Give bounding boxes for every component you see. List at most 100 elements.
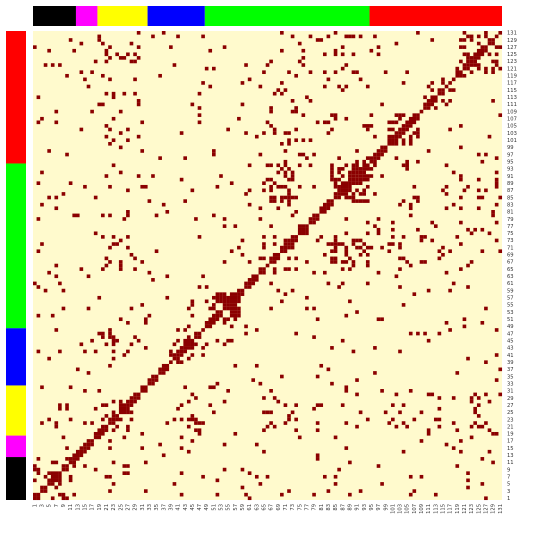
matrix-cell [201, 475, 205, 479]
matrix-cell [105, 428, 109, 432]
matrix-cell [391, 242, 395, 246]
matrix-cell [176, 360, 180, 364]
matrix-cell [191, 342, 195, 346]
x-tick-label: 11 [68, 504, 74, 511]
x-tick-label: 53 [219, 504, 225, 511]
matrix-cell [380, 146, 384, 150]
matrix-cell [216, 185, 220, 189]
matrix-cell [495, 156, 499, 160]
matrix-cell [352, 171, 356, 175]
matrix-cell [130, 400, 134, 404]
matrix-cell [484, 45, 488, 49]
matrix-cell [344, 196, 348, 200]
matrix-cell [94, 436, 98, 440]
matrix-cell [398, 257, 402, 261]
matrix-cell [373, 156, 377, 160]
matrix-cell [180, 353, 184, 357]
matrix-cell [216, 479, 220, 483]
matrix-cell [140, 446, 144, 450]
x-tick-label: 61 [247, 504, 253, 511]
matrix-cell [459, 124, 463, 128]
matrix-cell [423, 106, 427, 110]
matrix-cell [294, 428, 298, 432]
matrix-cell [115, 52, 119, 56]
matrix-cell [366, 167, 370, 171]
matrix-cell [33, 496, 37, 500]
matrix-cell [463, 67, 467, 71]
matrix-cell [423, 103, 427, 107]
row-group-segment-6 [6, 31, 26, 163]
matrix-cell [344, 189, 348, 193]
matrix-cell [416, 228, 420, 232]
matrix-cell [51, 471, 55, 475]
matrix-cell [162, 203, 166, 207]
matrix-cell [69, 457, 73, 461]
matrix-cell [262, 131, 266, 135]
matrix-cell [273, 131, 277, 135]
matrix-cell [241, 81, 245, 85]
x-tick-label: 5 [47, 504, 53, 507]
matrix-cell [273, 267, 277, 271]
matrix-cell [362, 178, 366, 182]
matrix-cell [269, 110, 273, 114]
matrix-cell [54, 206, 58, 210]
matrix-cell [187, 425, 191, 429]
matrix-cell [409, 142, 413, 146]
y-tick-label: 115 [507, 88, 517, 94]
matrix-cell [484, 393, 488, 397]
x-tick-label: 49 [204, 504, 210, 511]
matrix-cell [398, 135, 402, 139]
matrix-cell [201, 421, 205, 425]
matrix-cell [112, 138, 116, 142]
matrix-cell [112, 117, 116, 121]
matrix-cell [223, 292, 227, 296]
matrix-cell [198, 432, 202, 436]
matrix-cell [108, 45, 112, 49]
matrix-cell [298, 185, 302, 189]
matrix-cell [470, 260, 474, 264]
matrix-cell [191, 418, 195, 422]
matrix-cell [291, 411, 295, 415]
matrix-cell [226, 296, 230, 300]
matrix-cell [65, 403, 69, 407]
matrix-cell [416, 117, 420, 121]
matrix-cell [405, 260, 409, 264]
matrix-cell [445, 103, 449, 107]
matrix-cell [105, 49, 109, 53]
y-tick-label: 35 [507, 374, 514, 380]
matrix-cell [481, 45, 485, 49]
matrix-cell [33, 464, 37, 468]
matrix-cell [241, 292, 245, 296]
matrix-cell [280, 246, 284, 250]
matrix-cell [137, 99, 141, 103]
matrix-cell [269, 189, 273, 193]
matrix-cell [348, 35, 352, 39]
matrix-cell [495, 63, 499, 67]
matrix-cell [477, 189, 481, 193]
matrix-cell [430, 99, 434, 103]
matrix-cell [294, 196, 298, 200]
matrix-cell [219, 314, 223, 318]
matrix-cell [33, 45, 37, 49]
matrix-cell [495, 432, 499, 436]
matrix-cell [302, 224, 306, 228]
matrix-cell [237, 314, 241, 318]
matrix-cell [108, 185, 112, 189]
matrix-cell [37, 496, 41, 500]
y-tick-label: 109 [507, 109, 517, 115]
matrix-cell [108, 489, 112, 493]
x-tick-label: 19 [97, 504, 103, 511]
matrix-cell [187, 418, 191, 422]
x-tick-label: 85 [333, 504, 339, 511]
matrix-cell [273, 257, 277, 261]
y-tick-label: 3 [507, 489, 510, 495]
matrix-cell [445, 192, 449, 196]
matrix-cell [455, 464, 459, 468]
matrix-cell [452, 282, 456, 286]
matrix-cell [108, 246, 112, 250]
matrix-cell [470, 70, 474, 74]
matrix-cell [269, 60, 273, 64]
matrix-cell [355, 189, 359, 193]
matrix-cell [359, 35, 363, 39]
matrix-cell [359, 199, 363, 203]
